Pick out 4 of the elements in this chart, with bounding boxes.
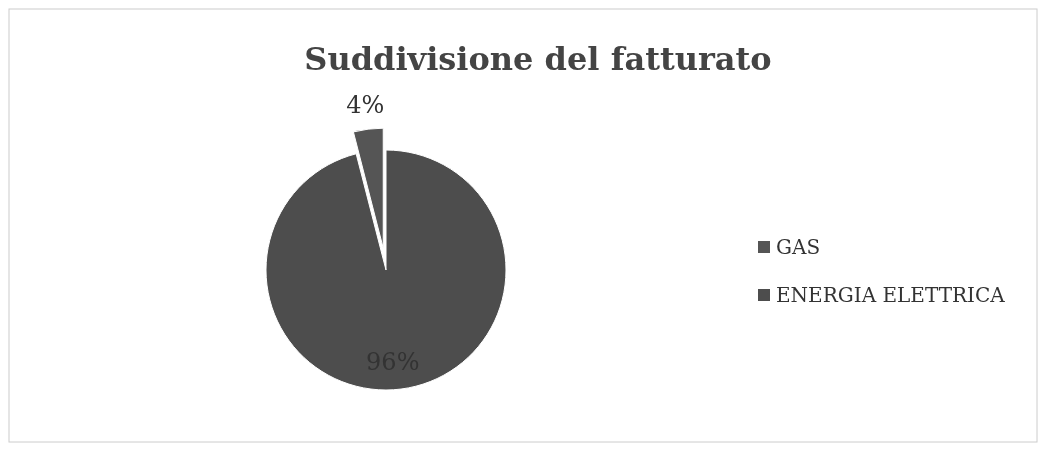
data-label: 4% [346,90,385,119]
legend-label: ENERGIA ELETTRICA [776,282,1006,307]
chart-title: Suddivisione del fatturato [304,40,772,78]
legend-label: GAS [776,234,821,259]
